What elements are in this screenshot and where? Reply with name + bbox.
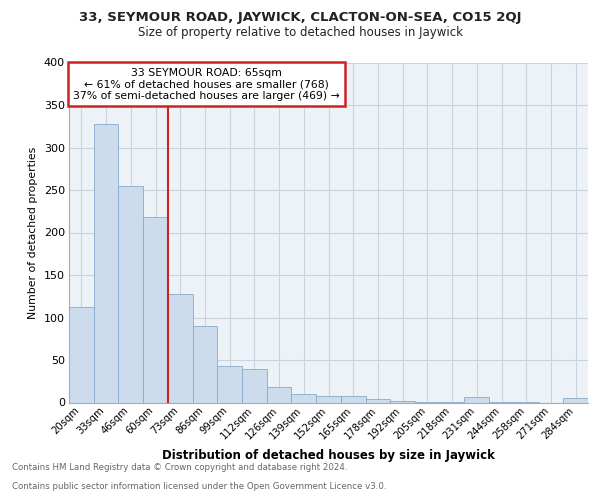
Bar [168, 294, 193, 403]
Bar [292, 394, 316, 402]
Text: Contains HM Land Registry data © Crown copyright and database right 2024.: Contains HM Land Registry data © Crown c… [12, 464, 347, 472]
Bar [316, 396, 341, 402]
Bar [563, 398, 588, 402]
Text: Contains public sector information licensed under the Open Government Licence v3: Contains public sector information licen… [12, 482, 386, 491]
Bar [118, 186, 143, 402]
Bar [143, 217, 168, 402]
Bar [390, 401, 415, 402]
Bar [365, 399, 390, 402]
Text: 33 SEYMOUR ROAD: 65sqm
← 61% of detached houses are smaller (768)
37% of semi-de: 33 SEYMOUR ROAD: 65sqm ← 61% of detached… [73, 68, 340, 101]
Bar [464, 398, 489, 402]
Bar [267, 387, 292, 402]
Text: Size of property relative to detached houses in Jaywick: Size of property relative to detached ho… [137, 26, 463, 39]
Text: 33, SEYMOUR ROAD, JAYWICK, CLACTON-ON-SEA, CO15 2QJ: 33, SEYMOUR ROAD, JAYWICK, CLACTON-ON-SE… [79, 12, 521, 24]
Bar [193, 326, 217, 402]
Bar [69, 308, 94, 402]
Bar [217, 366, 242, 403]
Bar [94, 124, 118, 402]
Bar [242, 368, 267, 402]
Y-axis label: Number of detached properties: Number of detached properties [28, 146, 38, 318]
X-axis label: Distribution of detached houses by size in Jaywick: Distribution of detached houses by size … [162, 449, 495, 462]
Bar [341, 396, 365, 402]
